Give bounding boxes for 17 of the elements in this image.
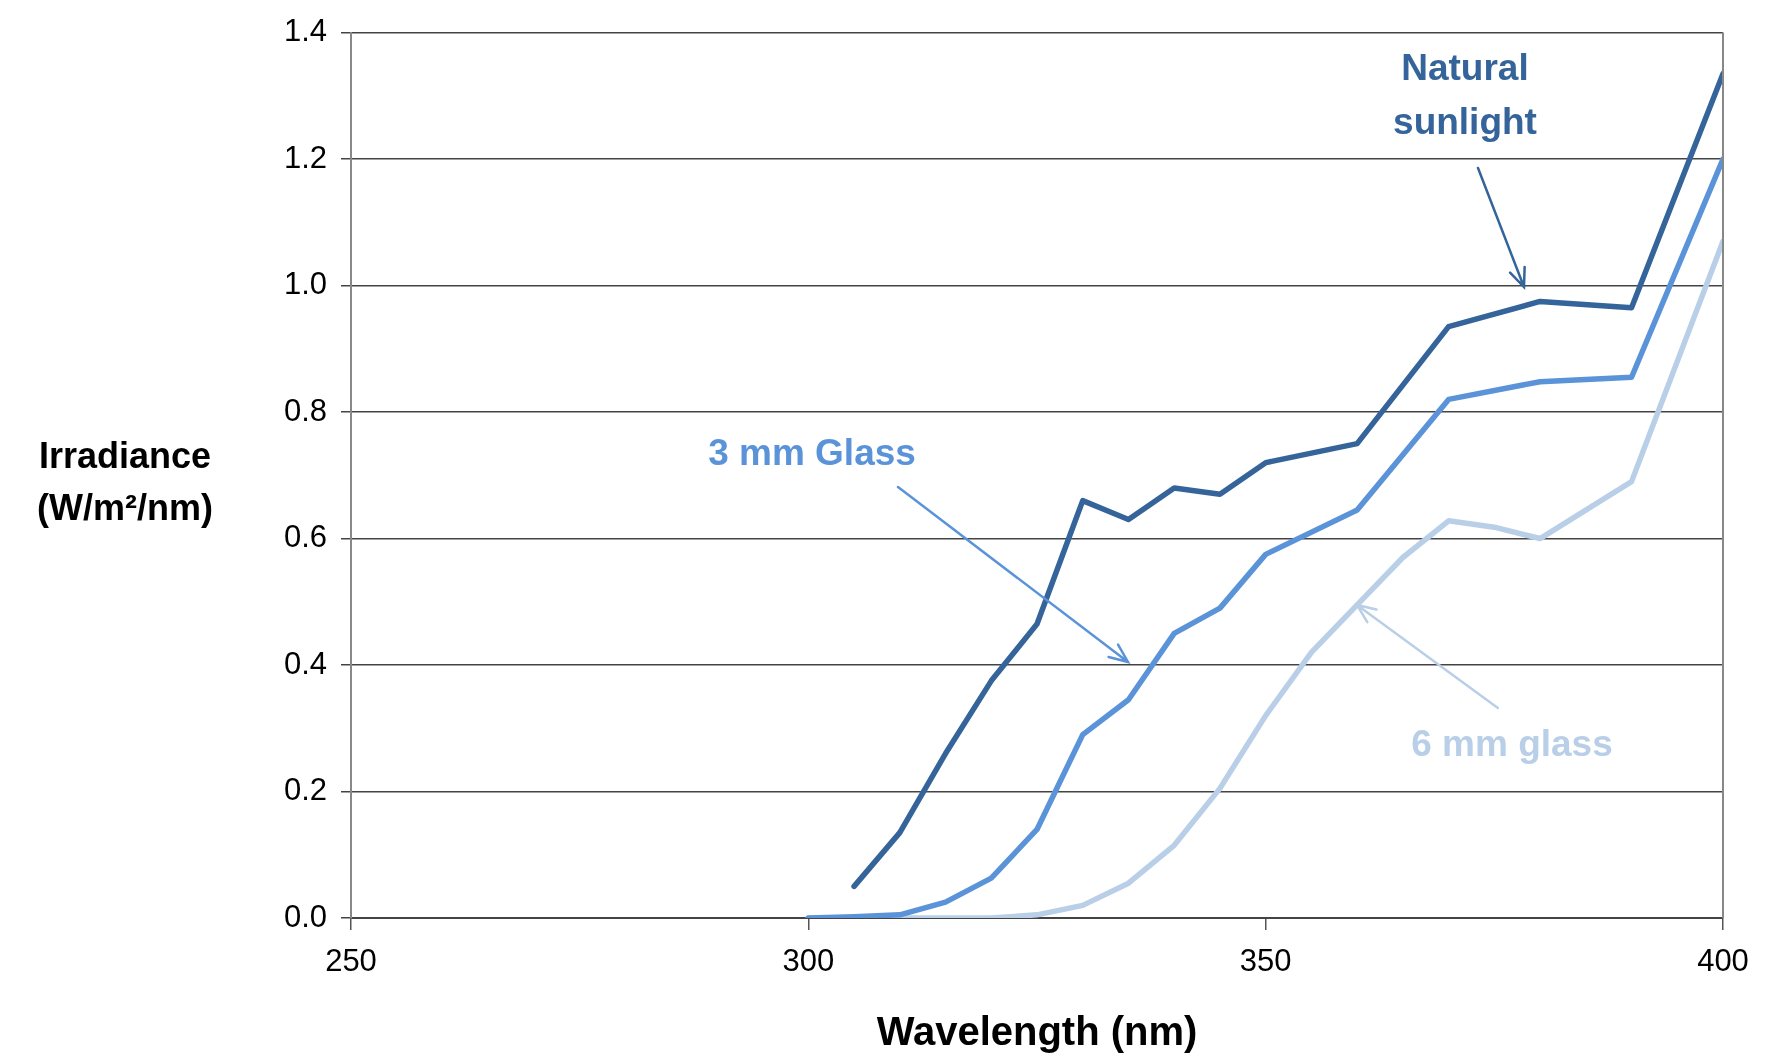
x-tick-label: 300 [782,943,835,979]
y-tick-label: 0.4 [283,645,327,681]
y-tick-label: 0.0 [283,898,327,934]
y-tick-label: 1.4 [283,13,327,49]
y-tick-label: 0.6 [283,519,327,555]
y-tick-label: 1.2 [283,139,327,175]
y-tick-label: 0.8 [283,392,327,428]
x-tick-label: 350 [1239,943,1292,979]
annotation: 6 mm glass [1411,722,1613,766]
y-axis-title: Irradiance (W/m²/nm) [36,434,214,530]
annotation: 3 mm Glass [708,431,916,475]
y-tick-label: 0.2 [283,772,327,808]
x-tick-label: 250 [325,943,377,979]
x-tick-label: 400 [1697,943,1749,979]
annotation: Natural sunlight [1392,46,1538,144]
y-tick-label: 1.0 [283,266,327,302]
x-axis-title: Wavelength (nm) [876,1009,1198,1054]
